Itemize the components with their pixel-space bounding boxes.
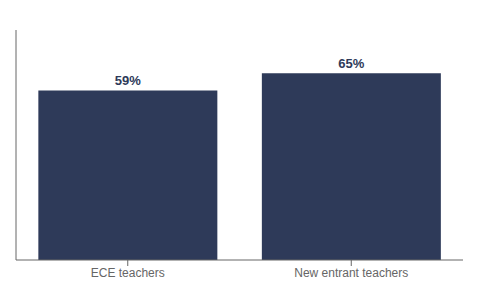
svg-text:59%: 59% [115, 73, 141, 88]
svg-text:65%: 65% [338, 56, 364, 71]
svg-text:ECE teachers: ECE teachers [91, 266, 165, 280]
svg-text:New entrant teachers: New entrant teachers [294, 266, 408, 280]
